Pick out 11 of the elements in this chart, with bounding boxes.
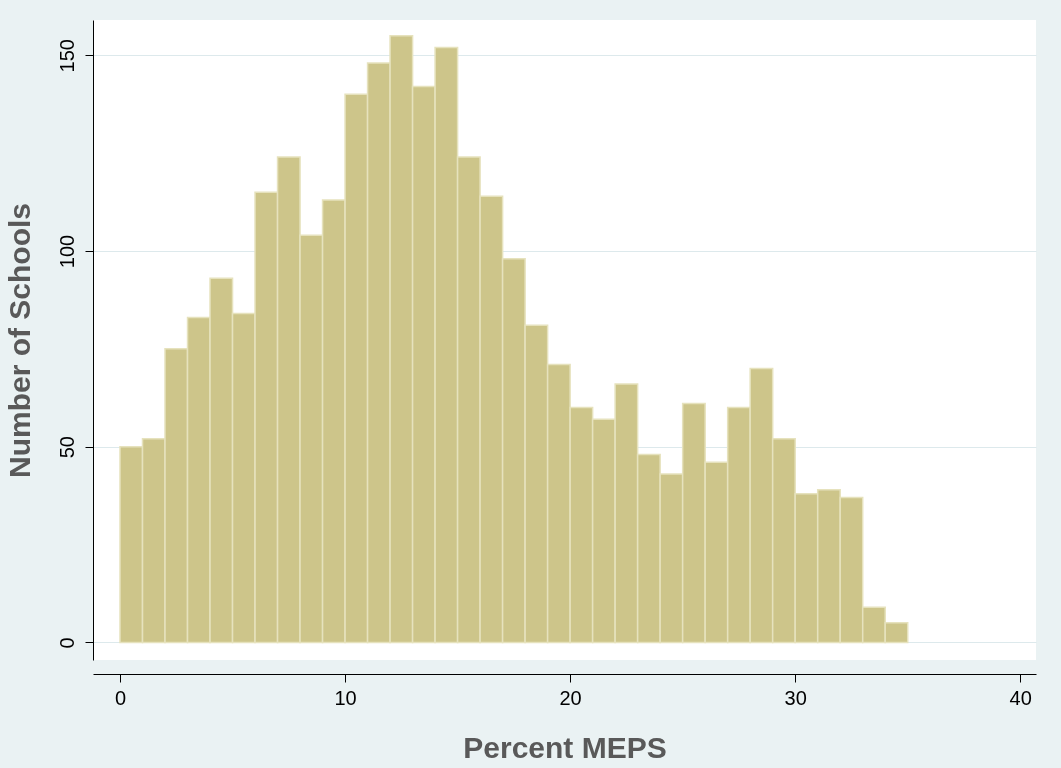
x-tick-label: 10 (334, 686, 357, 709)
y-tick-label: 150 (55, 39, 78, 73)
x-tick-label: 0 (114, 686, 127, 709)
y-tick-label: 0 (55, 637, 78, 649)
x-axis-title: Percent MEPS (463, 730, 667, 764)
y-tick-label: 50 (55, 436, 78, 459)
x-tick-label: 30 (784, 686, 807, 709)
y-tick-label: 100 (55, 234, 78, 269)
x-tick-label: 40 (1009, 686, 1032, 709)
y-axis-title: Number of Schools (2, 202, 36, 479)
x-tick-label: 20 (559, 686, 582, 709)
